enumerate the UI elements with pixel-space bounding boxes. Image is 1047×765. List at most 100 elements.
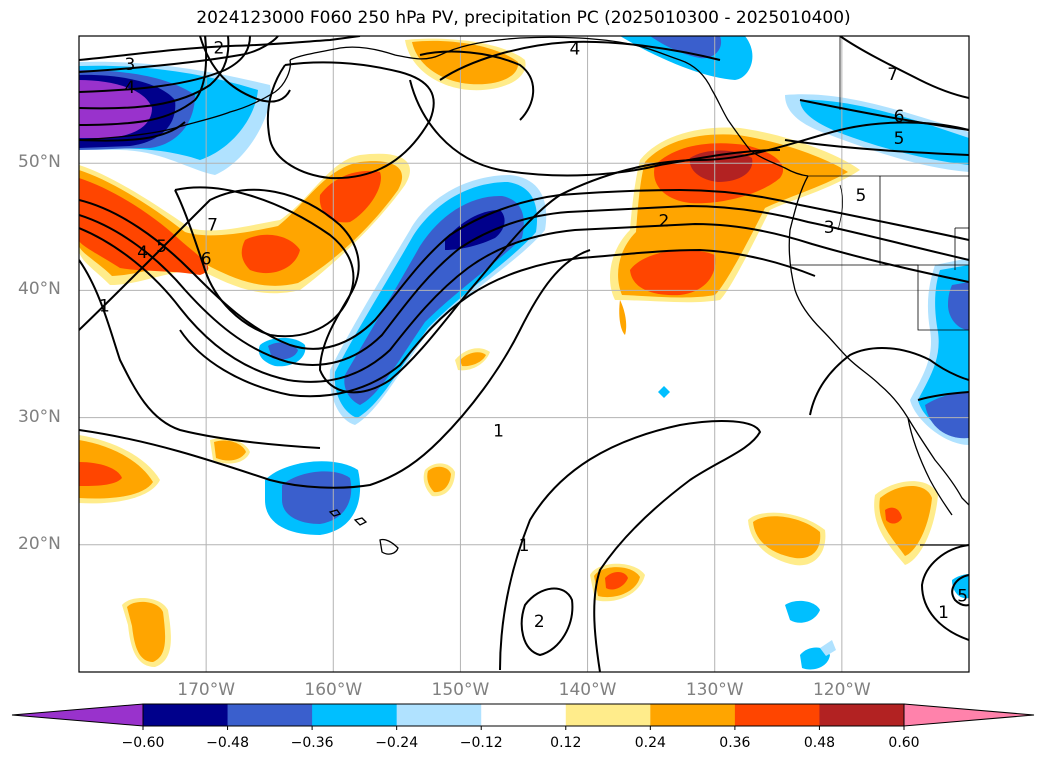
fill-le-red: [79, 462, 122, 486]
colorbar: [11, 703, 1035, 730]
coast-hawaii-3: [328, 509, 342, 517]
contour-label-15: 1: [493, 421, 504, 441]
fill-small-blue-5: [658, 386, 670, 398]
lon-label-5: 120°W: [812, 680, 871, 700]
contour-label-4: 7: [887, 65, 898, 85]
colorbar-tick-label-9: 0.60: [888, 735, 920, 751]
lat-label-3: 20°N: [18, 533, 61, 554]
contour-label-10: 7: [207, 215, 218, 235]
contour-label-8: 3: [824, 218, 835, 238]
contour-nw-inner: [79, 121, 186, 142]
contour-label-13: 6: [201, 250, 212, 270]
contour-r-inner: [917, 391, 969, 401]
contour-jet-b: [79, 204, 969, 366]
contour-big-1: [79, 121, 969, 394]
contour-2-loop: [520, 587, 574, 657]
fill-band-red2: [241, 234, 300, 274]
fill-re-med2: [925, 392, 969, 439]
fill-br-blue: [952, 574, 969, 599]
contour-label-5: 6: [894, 107, 905, 127]
fill-small-orange-5c: [605, 572, 628, 590]
fill-lb-orange: [127, 601, 166, 662]
colorbar-arrow-left: [11, 703, 144, 727]
contour-r-loop: [809, 347, 969, 416]
contour-label-11: 5: [156, 237, 167, 257]
fill-wc-strong: [689, 150, 753, 182]
colorbar-tick-label-5: 0.12: [550, 735, 582, 751]
contour-label-16: 1: [519, 536, 530, 556]
lat-label-1: 40°N: [18, 279, 61, 300]
border-state-3: [837, 184, 844, 231]
fill-small-blue-4: [820, 640, 836, 656]
fill-ak-blue-med: [650, 36, 722, 59]
contour-jet-d: [179, 248, 816, 398]
contour-label-0: 2: [213, 38, 224, 58]
lat-label-2: 30°N: [18, 406, 61, 427]
colorbar-segment-1: [227, 704, 313, 726]
map-title: 2024123000 F060 250 hPa PV, precipitatio…: [196, 8, 851, 28]
contour-3: [79, 36, 279, 73]
contour-1a: [79, 249, 591, 489]
coastlines: [79, 36, 969, 555]
border-state-2: [790, 264, 969, 331]
contour-4: [79, 36, 251, 93]
fill-small-orange-2b: [214, 440, 246, 461]
colorbar-tick-label-7: 0.36: [719, 735, 751, 751]
fill-re-med: [948, 282, 969, 330]
coast-alaska-bc: [289, 36, 809, 177]
coast-hawaii-1: [379, 538, 399, 555]
contour-5-br: [951, 574, 969, 607]
colorbar-tick-label-6: 0.24: [634, 735, 666, 751]
contour-label-1: 3: [124, 55, 135, 75]
fill-band-red: [79, 178, 209, 275]
colorbar-tick-label-8: 0.48: [803, 735, 836, 751]
lon-label-4: 130°W: [685, 680, 744, 700]
fill-small-orange-3b: [427, 466, 451, 493]
gridlines: [79, 36, 969, 672]
contour-jet-c: [79, 222, 969, 383]
contour-r-7: [839, 36, 969, 99]
contour-label-9: 2: [658, 211, 669, 231]
fill-wc-tail: [619, 300, 627, 335]
lon-label-1: 160°W: [304, 680, 363, 700]
colorbar-tick-label-3: −0.24: [375, 735, 419, 751]
lon-label-0: 170°W: [177, 680, 236, 700]
pv-contours: [79, 36, 969, 672]
colorbar-outline: [142, 703, 905, 727]
lon-label-2: 150°W: [431, 680, 490, 700]
colorbar-segment-4: [481, 704, 567, 726]
contour-2: [79, 36, 361, 61]
fill-small-blue-2: [785, 600, 820, 623]
contour-label-17: 2: [534, 612, 545, 632]
contour-outer-1: [79, 259, 321, 449]
contour-top-4b: [409, 79, 781, 177]
contour-r-6: [799, 99, 969, 131]
colorbar-tick-label-4: −0.12: [459, 735, 503, 751]
contour-label-19: 5: [957, 587, 968, 607]
contour-label-7: 5: [856, 186, 867, 206]
contour-ak-edge: [199, 36, 291, 103]
contour-label-2: 4: [124, 78, 135, 98]
contour-label-3: 4: [569, 40, 580, 60]
contour-alaska-left: [419, 50, 535, 121]
contour-r-5: [784, 139, 969, 156]
contour-label-18: 1: [938, 603, 949, 623]
fill-small-orange-4b: [753, 516, 821, 559]
fill-small-blue-1b: [268, 342, 298, 360]
colorbar-segment-0: [143, 704, 229, 726]
contour-label-6: 5: [894, 129, 905, 149]
colorbar-segment-6: [650, 704, 736, 726]
fill-small-blue-3: [800, 647, 830, 670]
contour-4b: [79, 36, 230, 110]
coast-hawaii-2: [353, 517, 368, 526]
contour-4c: [79, 36, 208, 126]
lon-label-3: 140°W: [558, 680, 617, 700]
colorbar-segment-8: [819, 704, 905, 726]
colorbar-segment-5: [565, 704, 651, 726]
fill-baja-red: [885, 507, 902, 524]
colorbar-arrow-right: [903, 703, 1035, 727]
contour-jet-a: [79, 188, 969, 350]
lat-label-0: 50°N: [18, 152, 61, 173]
